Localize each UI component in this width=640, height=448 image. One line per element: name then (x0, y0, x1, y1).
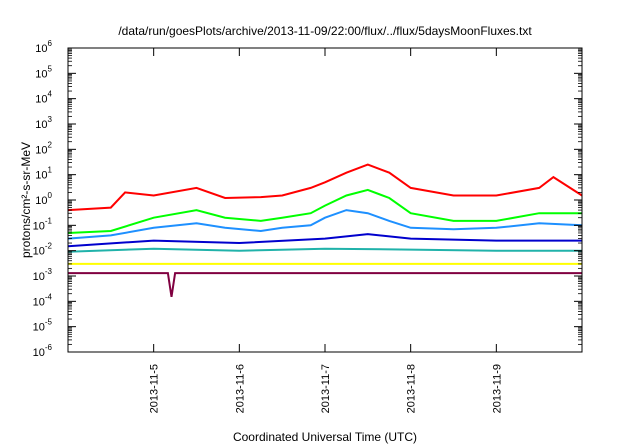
y-tick-label: 106 (35, 39, 52, 55)
series-line-4 (67, 233, 582, 248)
y-axis: 10-6 10-5 10-4 10-3 10-2 10-1 100 101 102 103 104 1… (33, 39, 582, 359)
y-tick-label: 105 (35, 64, 52, 80)
x-axis-label: Coordinated Universal Time (UTC) (233, 430, 417, 444)
y-tick-label: 102 (35, 140, 52, 156)
y-tick-label: 103 (35, 115, 52, 131)
y-tick-label: 10-1 (33, 216, 53, 232)
series-line-7 (68, 272, 582, 298)
y-tick-label: 10-2 (33, 242, 53, 258)
x-tick-label: 2013-11-7 (320, 364, 332, 413)
y-tick-label: 104 (35, 90, 52, 106)
series-line-5 (67, 247, 582, 253)
x-tick-label: 2013-11-5 (149, 364, 161, 413)
y-axis-label: protons/cm²-s-sr-MeV (19, 142, 33, 258)
y-tick-label: 10-5 (33, 318, 53, 334)
series-line-1 (67, 163, 583, 212)
x-tick-label: 2013-11-9 (491, 364, 503, 413)
plot-area (67, 163, 583, 298)
x-axis: 2013-11-5 2013-11-6 2013-11-7 2013-11-8 2013… (149, 48, 503, 413)
series-line-3 (67, 209, 583, 240)
y-tick-label: 100 (35, 191, 52, 207)
plot-frame (67, 47, 583, 353)
y-tick-label: 10-6 (33, 343, 53, 359)
x-tick-label: 2013-11-6 (234, 364, 246, 413)
series-line-2 (67, 188, 582, 234)
chart-title: /data/run/goesPlots/archive/2013-11-09/2… (118, 24, 532, 38)
y-tick-label: 10-3 (33, 267, 53, 283)
y-tick-label: 101 (35, 166, 52, 182)
y-tick-label: 10-4 (33, 292, 53, 308)
x-tick-label: 2013-11-8 (406, 364, 418, 413)
